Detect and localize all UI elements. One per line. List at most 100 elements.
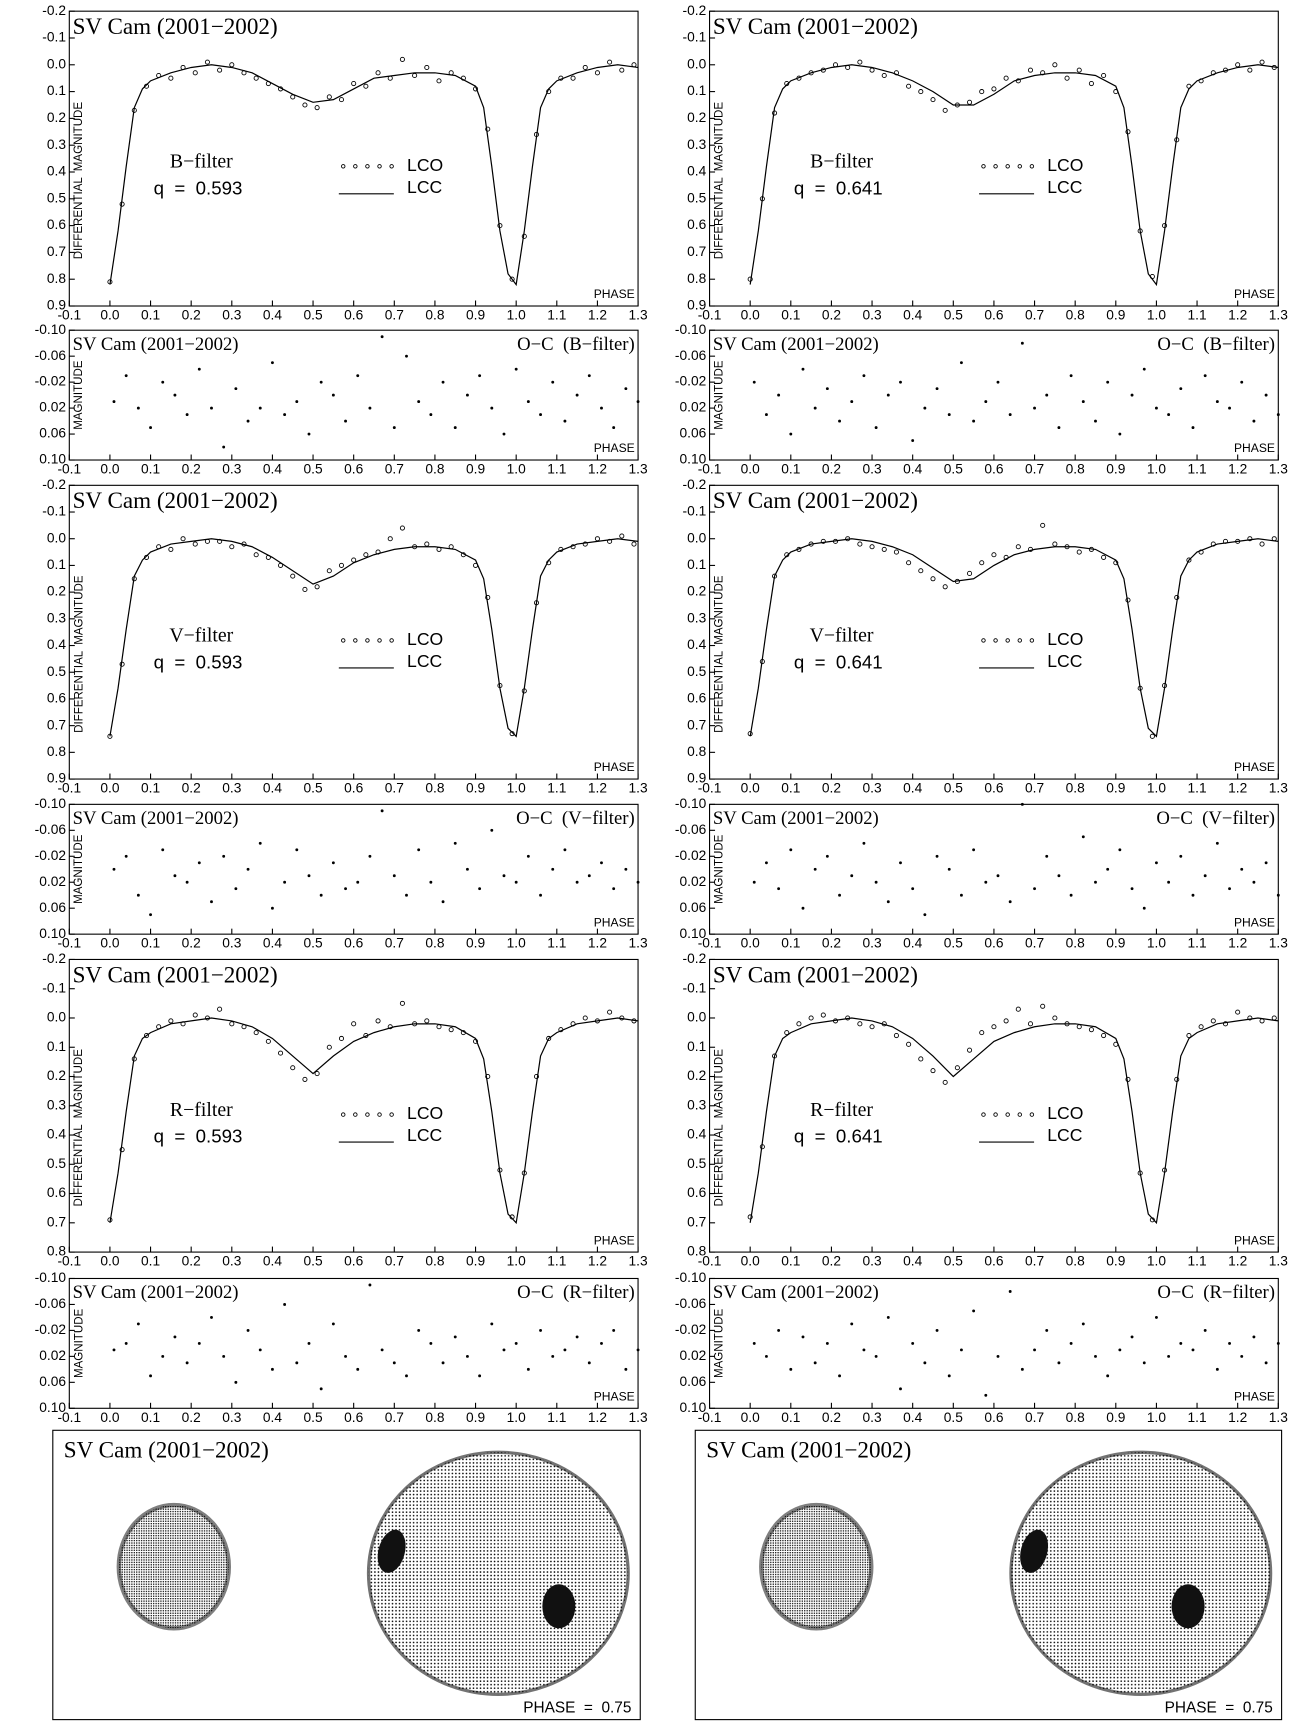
residual-point	[1240, 867, 1244, 871]
observed-point	[326, 94, 332, 100]
residual-point	[283, 413, 287, 417]
y-tick-label: 0.6	[47, 217, 66, 232]
x-tick-label: 1.2	[1228, 462, 1247, 477]
panel: -0.1 0.0 0.1 0.2 0.3 0.4 0.5 0.6 0.7 0.8 0.9 1.0 1.1…	[683, 951, 1289, 1269]
primary-star-limb	[366, 1450, 630, 1696]
residual-point	[246, 1328, 250, 1332]
y-tick-label: 0.7	[47, 1214, 66, 1229]
residual-point	[429, 1341, 433, 1345]
secondary-star-limb	[116, 1502, 232, 1631]
observed-point	[869, 67, 875, 73]
y-tick-label: 0.0	[47, 56, 66, 71]
y-tick-label: 0.0	[687, 1010, 706, 1025]
x-tick-label: 0.6	[984, 1410, 1003, 1425]
observed-point	[424, 541, 430, 547]
residual-point	[1215, 841, 1219, 845]
residual-point	[356, 374, 360, 378]
x-tick-label: 0.6	[984, 936, 1003, 951]
residual-point	[1276, 1341, 1280, 1345]
y-axis-label: DIFFERENTIAL MAGNITUDE	[73, 575, 85, 733]
residual-point	[1276, 413, 1280, 417]
residual-point	[429, 413, 433, 417]
observed-point	[954, 1065, 960, 1071]
residual-point	[1203, 874, 1207, 878]
observed-point	[906, 1041, 912, 1047]
residual-point	[612, 426, 616, 429]
observed-point	[570, 75, 576, 81]
residual-point	[984, 880, 988, 884]
observed-point	[942, 107, 948, 113]
legend-dot	[353, 1112, 358, 1117]
residual-point	[136, 893, 140, 897]
x-axis-label: PHASE	[1234, 1233, 1275, 1247]
filter-label: R−filter	[170, 1099, 233, 1121]
mass-ratio-label: q = 0.641	[794, 177, 883, 198]
residual-point	[752, 1341, 756, 1345]
residual-point	[1228, 406, 1231, 410]
x-tick-label: 0.3	[222, 308, 241, 323]
star-spot	[1020, 1529, 1049, 1573]
x-tick-label: 0.4	[263, 1410, 282, 1425]
x-tick-label: 0.1	[141, 781, 160, 796]
y-tick-label: 0.10	[679, 926, 706, 941]
observed-point	[217, 1006, 223, 1012]
residual-point	[563, 419, 567, 423]
residual-point	[984, 1393, 988, 1397]
x-tick-label: 0.5	[944, 1254, 963, 1269]
residual-point	[112, 1348, 116, 1352]
y-tick-label: 0.3	[47, 1097, 66, 1112]
y-tick-label: 0.7	[687, 717, 706, 732]
panel-annotation: O−C (V−filter)	[1156, 808, 1275, 829]
residual-point	[862, 374, 866, 378]
x-tick-label: 1.1	[547, 781, 566, 796]
x-tick-label: 0.2	[182, 1254, 201, 1269]
residual-point	[801, 1335, 805, 1339]
residual-point	[197, 1341, 201, 1345]
x-tick-label: 0.8	[1066, 308, 1085, 323]
x-tick-label: 0.5	[303, 1410, 322, 1425]
observed-point	[893, 549, 899, 555]
x-tick-label: 0.5	[944, 308, 963, 323]
residual-point	[825, 854, 829, 858]
legend-dot	[389, 638, 394, 643]
x-tick-label: 0.5	[944, 781, 963, 796]
residual-point	[1118, 432, 1122, 436]
observed-point	[351, 81, 357, 87]
residual-point	[1130, 393, 1134, 397]
plot-frame	[709, 10, 1279, 307]
residual-point	[935, 1328, 939, 1332]
residual-point	[417, 400, 421, 404]
residual-point	[307, 432, 311, 436]
residual-point	[295, 1361, 299, 1365]
residual-point	[161, 380, 165, 384]
y-tick-label: 0.5	[47, 664, 66, 679]
x-tick-label: 0.7	[385, 462, 404, 477]
panel-title: SV Cam (2001−2002)	[64, 1437, 269, 1463]
y-tick-label: 0.02	[679, 874, 706, 889]
x-tick-label: 0.7	[385, 936, 404, 951]
x-tick-label: 0.1	[781, 308, 800, 323]
residual-point	[173, 1335, 177, 1339]
x-tick-label: 0.7	[385, 781, 404, 796]
observed-point	[1259, 1018, 1265, 1024]
residual-point	[283, 1303, 287, 1306]
residual-point	[270, 361, 274, 365]
legend-dot	[993, 638, 998, 643]
observed-point	[881, 72, 887, 79]
observed-point	[1052, 541, 1058, 547]
observed-point	[1259, 59, 1265, 65]
observed-point	[1235, 62, 1241, 68]
observed-point	[991, 86, 997, 92]
observed-point	[906, 560, 912, 566]
y-tick-label: 0.8	[47, 1244, 66, 1259]
residual-point	[465, 867, 469, 871]
residual-point	[764, 1354, 768, 1358]
x-tick-label: 0.9	[1106, 462, 1125, 477]
y-tick-label: 0.3	[687, 610, 706, 625]
residual-point	[996, 874, 1000, 878]
residual-point	[405, 354, 408, 358]
observed-point	[314, 105, 320, 111]
residual-point	[392, 426, 396, 429]
residual-point	[478, 1374, 482, 1378]
